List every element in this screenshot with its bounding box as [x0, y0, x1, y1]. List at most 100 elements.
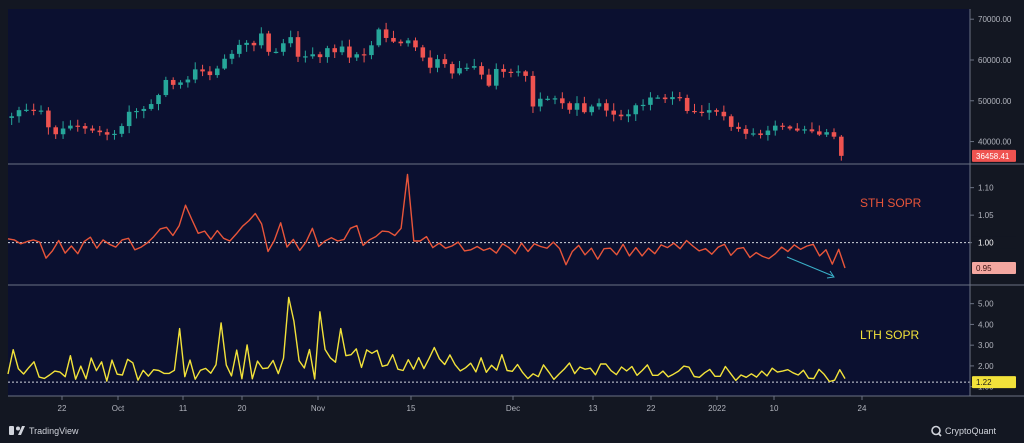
price-candle[interactable]: [618, 114, 624, 117]
price-candle[interactable]: [347, 46, 352, 58]
price-candle[interactable]: [244, 42, 249, 45]
price-candle[interactable]: [354, 54, 360, 58]
cryptoquant-logo[interactable]: CryptoQuant: [931, 425, 997, 437]
price-candle[interactable]: [589, 106, 594, 113]
price-candle[interactable]: [736, 126, 741, 129]
price-candle[interactable]: [317, 54, 323, 58]
price-candle[interactable]: [692, 110, 697, 113]
price-y-axis[interactable]: 70000.00 60000.00 50000.00 40000.00 36458.41: [970, 15, 1016, 162]
price-candle[interactable]: [273, 51, 279, 54]
price-candle[interactable]: [626, 114, 631, 117]
price-candle[interactable]: [633, 105, 639, 115]
price-candle[interactable]: [259, 33, 264, 46]
price-candle[interactable]: [831, 132, 837, 137]
price-candle[interactable]: [655, 97, 661, 99]
price-candle[interactable]: [24, 109, 29, 111]
tradingview-logo[interactable]: TradingView: [9, 426, 79, 436]
price-candle[interactable]: [413, 40, 418, 48]
price-candle[interactable]: [596, 103, 602, 107]
price-candle[interactable]: [391, 37, 396, 42]
price-candle[interactable]: [457, 68, 462, 74]
price-candle[interactable]: [611, 110, 616, 115]
price-candle[interactable]: [163, 79, 169, 96]
price-candle[interactable]: [295, 37, 301, 57]
price-candle[interactable]: [281, 43, 286, 52]
price-candle[interactable]: [464, 67, 470, 69]
price-candle[interactable]: [435, 59, 440, 68]
price-candle[interactable]: [369, 45, 374, 56]
time-x-axis[interactable]: 22 Oct 11 20 Nov 15 Dec 13 22 2022 10 24: [58, 396, 867, 413]
price-candle[interactable]: [743, 128, 749, 134]
price-candle[interactable]: [251, 42, 257, 46]
price-candle[interactable]: [787, 126, 793, 129]
price-candle[interactable]: [471, 66, 477, 68]
price-candle[interactable]: [185, 79, 191, 83]
price-candle[interactable]: [449, 64, 455, 74]
sth-y-axis[interactable]: 1.101.051.001.000.95: [970, 184, 1016, 274]
price-candle[interactable]: [200, 69, 205, 72]
price-candle[interactable]: [82, 126, 88, 129]
price-candle[interactable]: [229, 53, 235, 59]
price-candle[interactable]: [706, 110, 712, 113]
price-candle[interactable]: [192, 69, 198, 80]
price-candle[interactable]: [824, 132, 829, 135]
price-candle[interactable]: [332, 48, 337, 53]
price-candle[interactable]: [31, 109, 36, 111]
price-candle[interactable]: [560, 98, 565, 104]
price-candle[interactable]: [699, 111, 705, 113]
price-candle[interactable]: [222, 58, 227, 69]
price-candle[interactable]: [75, 125, 81, 127]
lth-sopr-pane[interactable]: [7, 296, 970, 383]
price-candle[interactable]: [817, 131, 822, 135]
price-candle[interactable]: [178, 82, 183, 85]
price-candle[interactable]: [339, 46, 345, 53]
price-candle[interactable]: [427, 57, 433, 68]
price-candle[interactable]: [46, 110, 51, 128]
price-candle[interactable]: [479, 66, 484, 75]
price-candle[interactable]: [493, 68, 499, 86]
price-candle[interactable]: [310, 54, 315, 57]
price-candle[interactable]: [780, 125, 785, 127]
lth-series-line[interactable]: [7, 296, 846, 383]
price-candle[interactable]: [148, 104, 154, 109]
price-candle[interactable]: [361, 54, 367, 56]
price-candle[interactable]: [714, 110, 719, 112]
price-candle[interactable]: [134, 110, 139, 113]
price-candle[interactable]: [604, 103, 609, 111]
price-candle[interactable]: [795, 128, 800, 131]
price-candle[interactable]: [141, 108, 147, 111]
price-candle[interactable]: [772, 125, 778, 131]
price-candle[interactable]: [97, 130, 103, 133]
price-candle[interactable]: [126, 111, 132, 127]
price-candle[interactable]: [156, 95, 161, 105]
price-candle[interactable]: [684, 97, 690, 111]
price-candle[interactable]: [16, 110, 22, 117]
price-pane[interactable]: [9, 22, 844, 161]
price-candle[interactable]: [420, 47, 426, 58]
price-candle[interactable]: [119, 126, 125, 134]
price-candle[interactable]: [60, 128, 66, 135]
price-candle[interactable]: [398, 41, 404, 44]
price-candle[interactable]: [170, 79, 176, 85]
price-candle[interactable]: [839, 136, 844, 156]
price-candle[interactable]: [530, 75, 536, 107]
price-candle[interactable]: [383, 29, 389, 38]
price-candle[interactable]: [662, 97, 668, 100]
price-candle[interactable]: [288, 37, 293, 44]
price-candle[interactable]: [405, 40, 411, 44]
price-candle[interactable]: [516, 71, 521, 73]
price-candle[interactable]: [442, 59, 448, 65]
price-candle[interactable]: [104, 132, 110, 135]
lth-y-axis[interactable]: 5.004.003.002.001.001.22: [970, 300, 1016, 392]
price-candle[interactable]: [552, 98, 558, 100]
price-candle[interactable]: [648, 97, 653, 105]
sth-sopr-pane[interactable]: [7, 173, 970, 269]
sth-series-line[interactable]: [7, 173, 846, 269]
price-candle[interactable]: [750, 133, 756, 135]
price-candle[interactable]: [214, 68, 220, 76]
price-candle[interactable]: [38, 110, 44, 112]
price-candle[interactable]: [501, 68, 506, 72]
price-candle[interactable]: [765, 130, 771, 136]
price-candle[interactable]: [640, 104, 646, 107]
price-candle[interactable]: [802, 129, 807, 131]
